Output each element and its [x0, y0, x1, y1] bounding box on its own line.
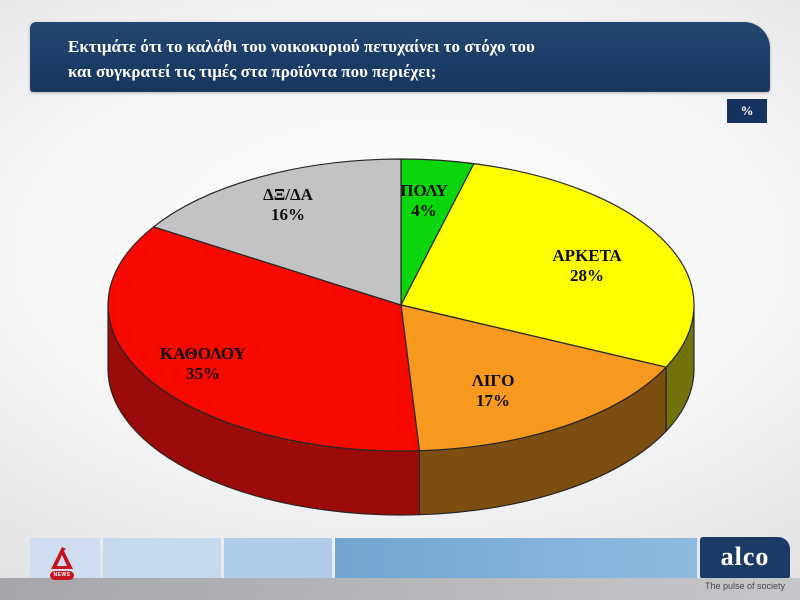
footer-tile-4 [335, 538, 697, 578]
slice-value: 35% [185, 364, 220, 383]
question-banner: Εκτιμάτε ότι το καλάθι του νοικοκυριού π… [30, 22, 770, 92]
pie-slice-1 [400, 163, 695, 368]
alpha-news-label: NEWS [50, 571, 74, 580]
pie-slice-2 [400, 304, 667, 452]
slice-value: 17% [476, 391, 510, 410]
slice-label-ligo: ΛΙΓΟ 17% [472, 371, 515, 411]
slice-name: ΑΡΚΕΤΑ [552, 246, 622, 265]
bottom-gray-band [0, 578, 800, 600]
alco-logo: alco [700, 537, 790, 578]
slice-value: 28% [570, 266, 604, 285]
alco-tagline: The pulse of society [705, 581, 786, 591]
pie-slice-4 [153, 158, 402, 306]
slice-name: ΔΞ/ΔΑ [263, 185, 313, 204]
slice-name: ΠΟΛΥ [400, 181, 448, 200]
slice-label-dxda: ΔΞ/ΔΑ 16% [263, 185, 313, 225]
slice-name: ΚΑΘΟΛΟΥ [160, 344, 246, 363]
pie-slice-3 [107, 226, 420, 452]
slice-label-katholou: ΚΑΘΟΛΟΥ 35% [160, 344, 246, 384]
slice-value: 16% [271, 205, 305, 224]
slice-label-arketa: ΑΡΚΕΤΑ 28% [552, 246, 621, 286]
slice-label-poly: ΠΟΛΥ 4% [400, 181, 448, 221]
question-line-2: και συγκρατεί τις τιμές στα προϊόντα που… [68, 62, 437, 81]
percent-badge: % [727, 99, 767, 123]
alpha-news-logo: NEWS [49, 546, 75, 582]
footer-tile-2 [103, 538, 221, 578]
alpha-triangle-icon [51, 547, 73, 569]
footer-tile-3 [224, 538, 332, 578]
slice-value: 4% [411, 201, 437, 220]
question-line-1: Εκτιμάτε ότι το καλάθι του νοικοκυριού π… [68, 37, 535, 56]
slice-name: ΛΙΓΟ [471, 371, 515, 390]
